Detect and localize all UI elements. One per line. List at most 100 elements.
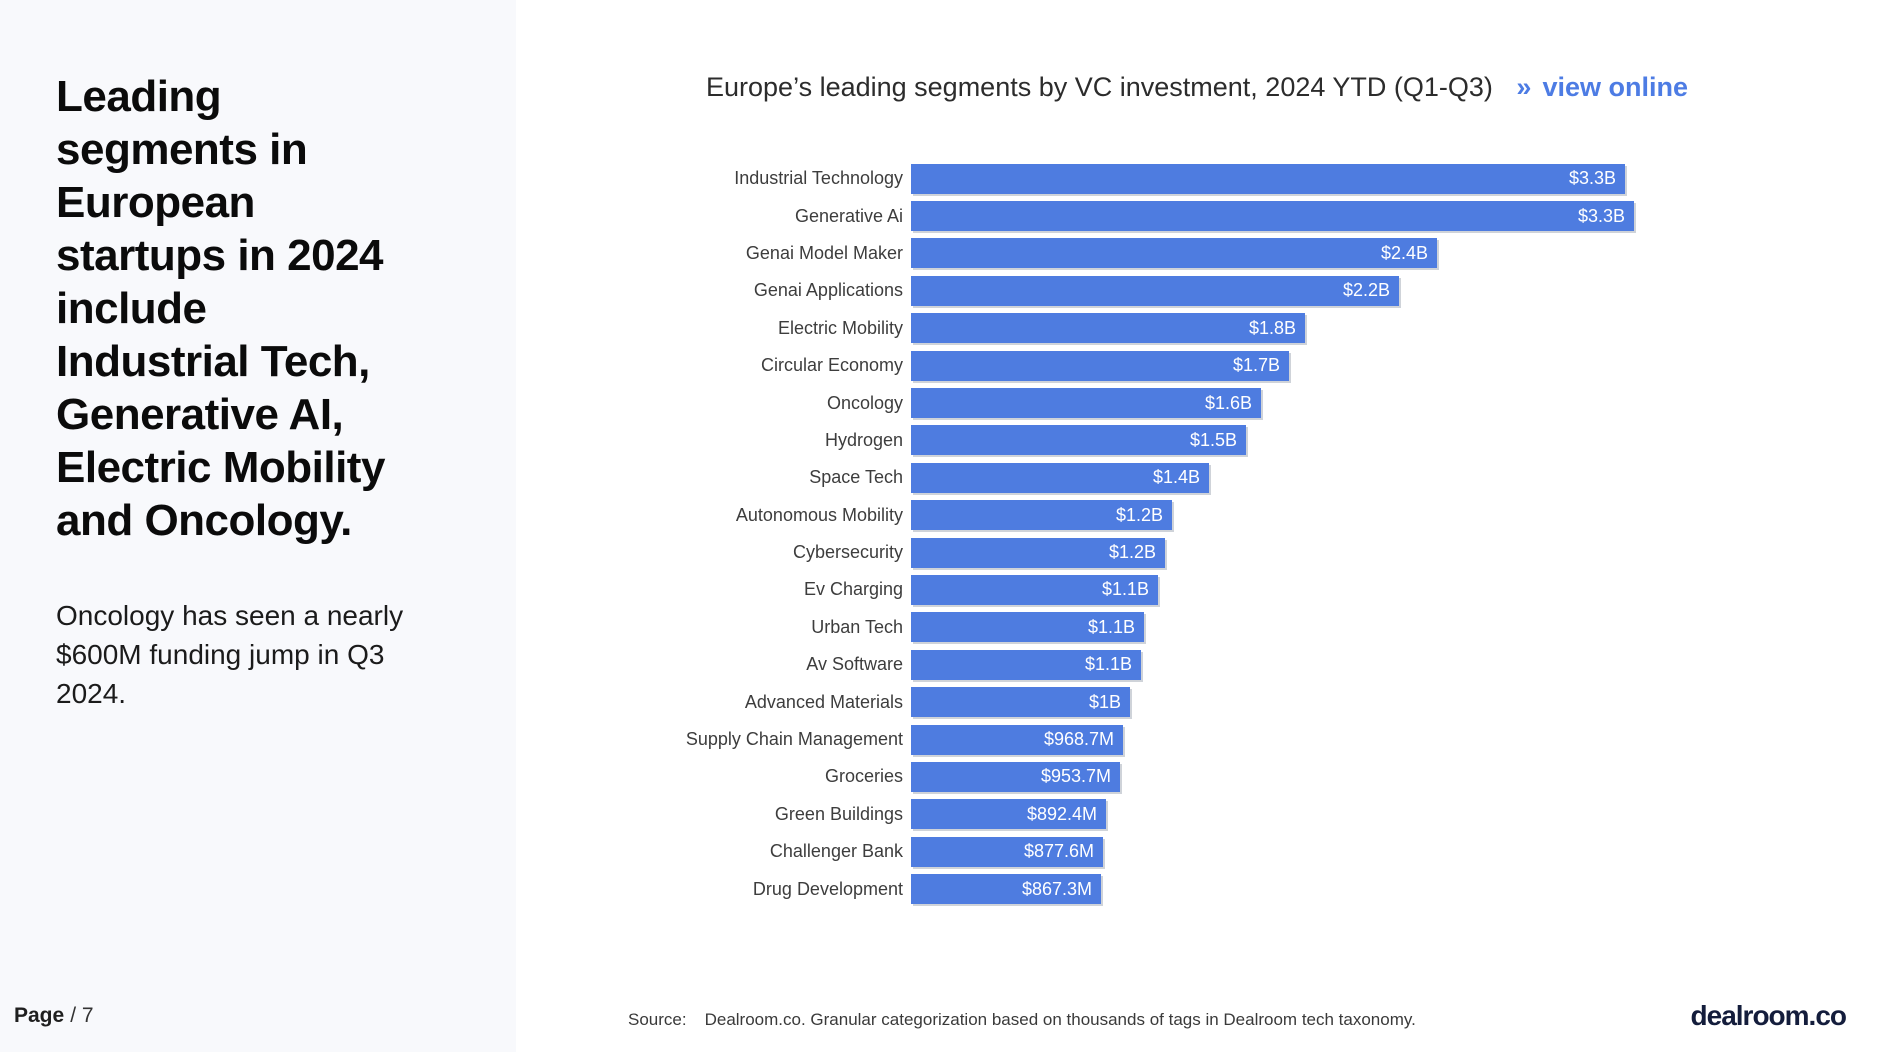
bar-value: $3.3B — [1577, 205, 1625, 226]
chart-row: Industrial Technology $3.3B — [605, 160, 1705, 197]
page-label: Page — [14, 1004, 65, 1027]
bar-label: Challenger Bank — [769, 841, 903, 862]
chart-header: Europe’s leading segments by VC investme… — [516, 72, 1878, 103]
text-line: startups in 2024 — [56, 231, 384, 280]
text-line: segments in — [56, 125, 308, 174]
bar-label: Genai Applications — [753, 280, 903, 301]
bar-value: $1.2B — [1115, 504, 1163, 525]
source-note: Source: Dealroom.co. Granular categorizat… — [628, 1010, 1416, 1030]
bar-value: $968.7M — [1043, 729, 1114, 750]
bar-label: Advanced Materials — [744, 691, 903, 712]
view-online-link[interactable]: » view online — [1509, 72, 1688, 102]
bar-value: $877.6M — [1023, 841, 1094, 862]
bar-value: $1.2B — [1108, 542, 1156, 563]
bar-label: Genai Model Maker — [745, 242, 903, 263]
chart-row: Urban Tech $1.1B — [605, 609, 1705, 646]
text-line: and Oncology. — [56, 496, 352, 545]
bar-value: $3.3B — [1568, 168, 1616, 189]
chart-row: Supply Chain Management $968.7M — [605, 721, 1705, 758]
text-line: Generative AI, — [56, 390, 344, 439]
page-indicator: Page/ 7 — [14, 1004, 94, 1028]
bar-label: Generative Ai — [794, 205, 903, 226]
chart-row: Drug Development $867.3M — [605, 870, 1705, 907]
text-line: Electric Mobility — [56, 443, 385, 492]
bar-value: $1.1B — [1087, 616, 1135, 637]
text-line: 2024. — [56, 678, 127, 709]
bar-value: $1.1B — [1084, 654, 1132, 675]
bar: $2.2B — [911, 275, 1399, 306]
source-label: Source: — [628, 1010, 687, 1029]
chart-row: Autonomous Mobility $1.2B — [605, 497, 1705, 534]
bar-label: Urban Tech — [811, 616, 903, 637]
bar-value: $1.5B — [1189, 429, 1237, 450]
bar-value: $1.6B — [1204, 392, 1252, 413]
text-line: $600M funding jump in Q3 — [56, 639, 385, 670]
chart-row: Challenger Bank $877.6M — [605, 833, 1705, 870]
headline: Leading segments in European startups in 20… — [56, 70, 496, 547]
bar-label: Av Software — [806, 654, 903, 675]
bar-label: Ev Charging — [803, 579, 903, 600]
page-number: / 7 — [70, 1004, 94, 1027]
bar-label: Oncology — [826, 392, 903, 413]
text-line: include — [56, 284, 207, 333]
bar: $1.1B — [911, 612, 1144, 643]
bar-label: Autonomous Mobility — [735, 504, 903, 525]
left-panel: Leading segments in European startups in 20… — [0, 0, 516, 1052]
chart-row: Oncology $1.6B — [605, 384, 1705, 421]
bar-value: $892.4M — [1026, 803, 1097, 824]
bar-value: $2.4B — [1380, 242, 1428, 263]
text-line: Industrial Tech, — [56, 337, 370, 386]
bar: $1.7B — [911, 350, 1289, 381]
chart-title: Europe’s leading segments by VC investme… — [706, 72, 1493, 102]
subtext: Oncology has seen a nearly $600M funding … — [56, 596, 476, 713]
bar: $1.4B — [911, 462, 1209, 493]
bar-label: Groceries — [824, 766, 903, 787]
bar-label: Green Buildings — [774, 803, 903, 824]
chart-row: Space Tech $1.4B — [605, 459, 1705, 496]
bar: $877.6M — [911, 836, 1103, 867]
chart-row: Cybersecurity $1.2B — [605, 534, 1705, 571]
chart-row: Electric Mobility $1.8B — [605, 310, 1705, 347]
chart-row: Green Buildings $892.4M — [605, 796, 1705, 833]
bar-value: $1B — [1088, 691, 1121, 712]
bar-value: $867.3M — [1021, 878, 1092, 899]
bar-label: Electric Mobility — [777, 317, 903, 338]
chart-row: Genai Applications $2.2B — [605, 272, 1705, 309]
bar: $1B — [911, 687, 1130, 718]
chart-row: Advanced Materials $1B — [605, 683, 1705, 720]
chart-row: Hydrogen $1.5B — [605, 422, 1705, 459]
text-line: Leading — [56, 72, 222, 121]
bar: $1.8B — [911, 313, 1305, 344]
bar-label: Supply Chain Management — [685, 729, 903, 750]
bar: $968.7M — [911, 724, 1123, 755]
chart-row: Ev Charging $1.1B — [605, 571, 1705, 608]
text-line: Oncology has seen a nearly — [56, 600, 404, 631]
dealroom-logo: dealroom.co — [1690, 1000, 1847, 1031]
bar: $1.6B — [911, 388, 1261, 419]
bar: $867.3M — [911, 874, 1101, 905]
bar-value: $2.2B — [1342, 280, 1390, 301]
bar-value: $1.8B — [1248, 317, 1296, 338]
bar: $1.2B — [911, 537, 1165, 568]
bar: $892.4M — [911, 799, 1106, 830]
double-chevron-icon: » — [1516, 72, 1532, 102]
bar: $1.5B — [911, 425, 1246, 456]
chart-row: Av Software $1.1B — [605, 646, 1705, 683]
bar-label: Circular Economy — [760, 355, 903, 376]
bar-value: $1.4B — [1152, 467, 1200, 488]
bar: $1.1B — [911, 574, 1158, 605]
bar-chart: Industrial Technology $3.3B Generative A… — [605, 160, 1705, 908]
bar: $953.7M — [911, 761, 1120, 792]
bar: $3.3B — [911, 201, 1634, 232]
chart-row: Genai Model Maker $2.4B — [605, 235, 1705, 272]
chart-row: Generative Ai $3.3B — [605, 197, 1705, 234]
text-line: European — [56, 178, 255, 227]
bar: $2.4B — [911, 238, 1437, 269]
bar-value: $1.7B — [1232, 355, 1280, 376]
bar: $3.3B — [911, 163, 1625, 194]
view-online-label: view online — [1542, 72, 1688, 102]
bar-label: Drug Development — [752, 878, 903, 899]
bar-label: Cybersecurity — [792, 542, 903, 563]
bar-value: $1.1B — [1101, 579, 1149, 600]
